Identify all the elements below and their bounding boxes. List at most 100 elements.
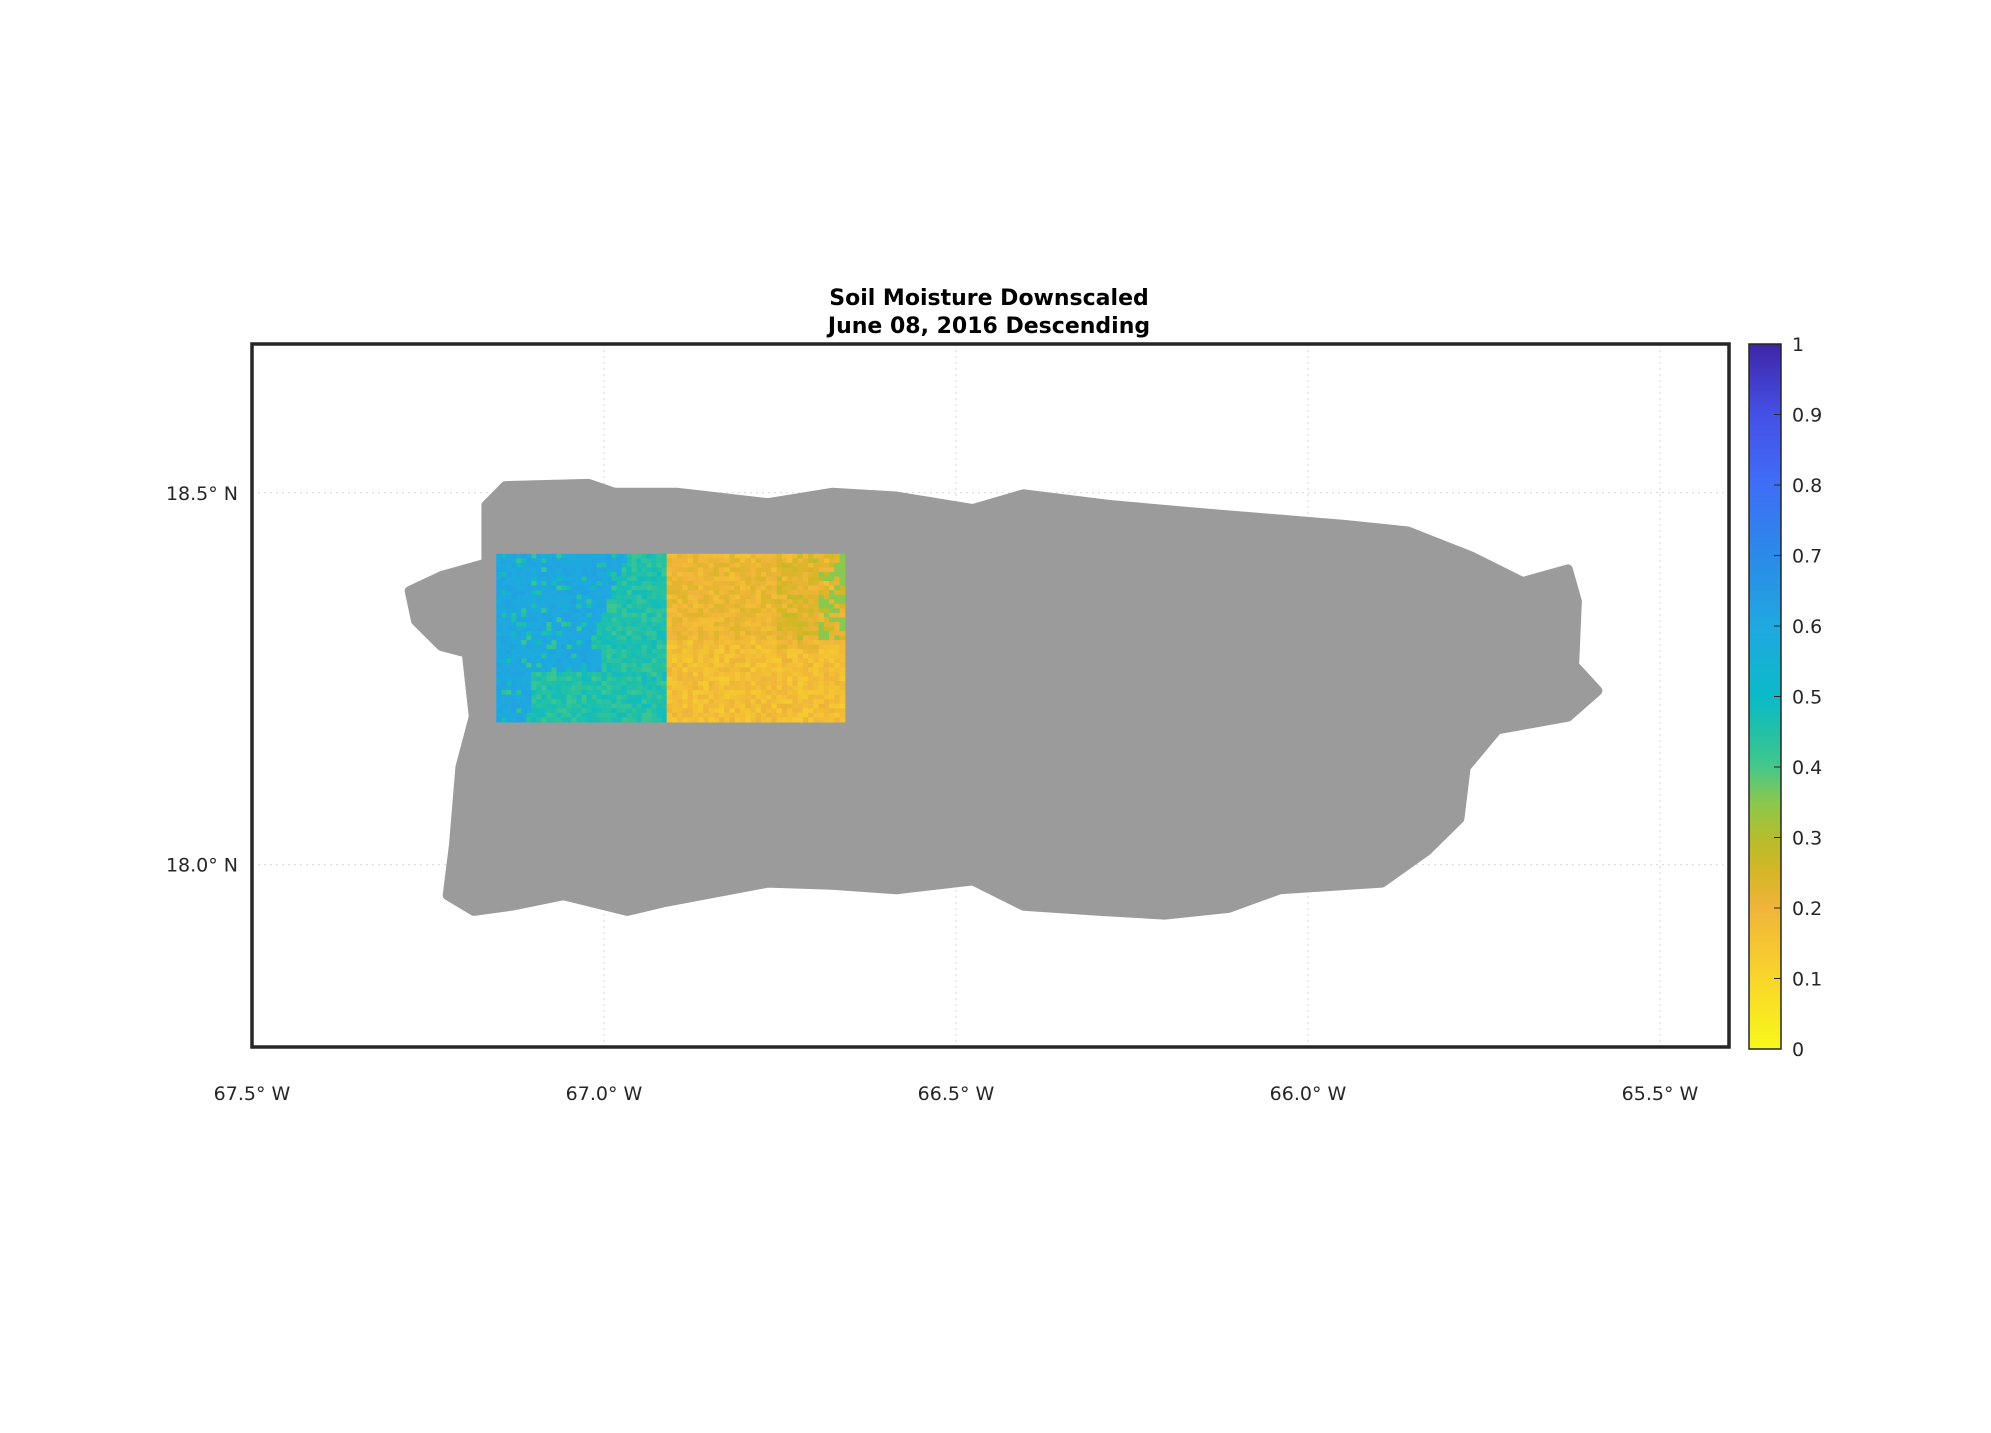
data-cell [506, 681, 512, 687]
data-cell [692, 603, 699, 609]
data-cell [596, 671, 603, 678]
data-cell [813, 635, 820, 641]
data-cell [724, 649, 731, 655]
data-cell [521, 667, 527, 673]
data-cell [724, 603, 731, 609]
data-cell [839, 631, 846, 637]
data-cell [556, 667, 563, 673]
data-cell [546, 553, 553, 559]
data-cell [808, 640, 814, 646]
data-cell [797, 599, 804, 605]
data-cell [521, 662, 527, 668]
data-cell [511, 626, 517, 632]
data-cell [687, 590, 694, 596]
data-cell [818, 567, 825, 573]
data-cell [740, 662, 746, 668]
data-cell [496, 694, 502, 700]
data-cell [561, 594, 568, 600]
data-cell [698, 658, 704, 664]
data-cell [526, 558, 532, 564]
data-cell [740, 667, 746, 673]
data-cell [581, 603, 588, 609]
data-cell [755, 644, 762, 650]
data-cell [771, 717, 778, 723]
data-cell [818, 631, 825, 637]
data-cell [556, 603, 563, 609]
data-cell [719, 653, 725, 659]
data-cell [581, 681, 588, 687]
data-cell [687, 631, 694, 637]
data-cell [596, 608, 603, 614]
data-cell [781, 662, 788, 668]
data-cell [677, 635, 683, 641]
data-cell [521, 635, 527, 641]
data-cell [713, 571, 720, 578]
data-cell [621, 576, 628, 582]
data-cell [501, 631, 507, 637]
data-cell [496, 617, 502, 623]
data-cell [787, 703, 793, 709]
data-cell [745, 631, 752, 637]
data-cell [823, 681, 830, 687]
data-cell [703, 581, 710, 587]
data-cell [687, 635, 694, 641]
data-cell [734, 649, 741, 655]
data-cell [626, 626, 633, 632]
data-cell [606, 644, 613, 650]
data-cell [566, 685, 573, 691]
data-cell [601, 653, 608, 659]
data-cell [818, 685, 825, 691]
data-cell [729, 590, 736, 596]
data-cell [797, 658, 804, 664]
data-cell [506, 640, 512, 646]
data-cell [734, 558, 741, 564]
data-cell [601, 617, 608, 623]
data-cell [724, 644, 731, 650]
data-cell [651, 617, 658, 623]
data-cell [750, 617, 757, 623]
data-cell [787, 653, 793, 659]
data-cell [581, 640, 588, 646]
data-cell [813, 571, 820, 578]
data-cell [813, 681, 820, 687]
data-cell [823, 576, 830, 582]
data-cell [506, 617, 512, 623]
data-cell [787, 571, 793, 578]
data-cell [808, 717, 814, 723]
data-cell [501, 717, 507, 723]
data-cell [766, 590, 773, 596]
data-cell [677, 631, 683, 637]
data-cell [581, 699, 588, 705]
data-cell [631, 567, 638, 573]
data-cell [621, 608, 628, 614]
data-cell [621, 658, 628, 664]
data-cell [556, 599, 563, 605]
data-cell [546, 567, 553, 573]
data-cell [797, 585, 804, 591]
data-cell [671, 581, 678, 587]
data-cell [682, 685, 689, 691]
data-cell [745, 635, 752, 641]
data-cell [551, 667, 558, 673]
data-cell [781, 626, 788, 632]
data-cell [792, 671, 799, 678]
data-cell [745, 644, 752, 650]
data-cell [829, 603, 835, 609]
data-cell [531, 617, 537, 623]
data-cell [771, 649, 778, 655]
data-cell [755, 653, 762, 659]
data-cell [677, 621, 683, 628]
data-cell [760, 617, 767, 623]
data-cell [729, 612, 736, 618]
data-cell [661, 558, 668, 564]
data-cell [531, 558, 537, 564]
data-cell [698, 676, 704, 682]
data-cell [802, 649, 809, 655]
data-cell [671, 708, 678, 714]
data-cell [771, 644, 778, 650]
data-cell [829, 699, 835, 705]
data-cell [561, 571, 568, 578]
data-cell [740, 617, 746, 623]
data-cell [591, 694, 598, 700]
data-cell [760, 662, 767, 668]
